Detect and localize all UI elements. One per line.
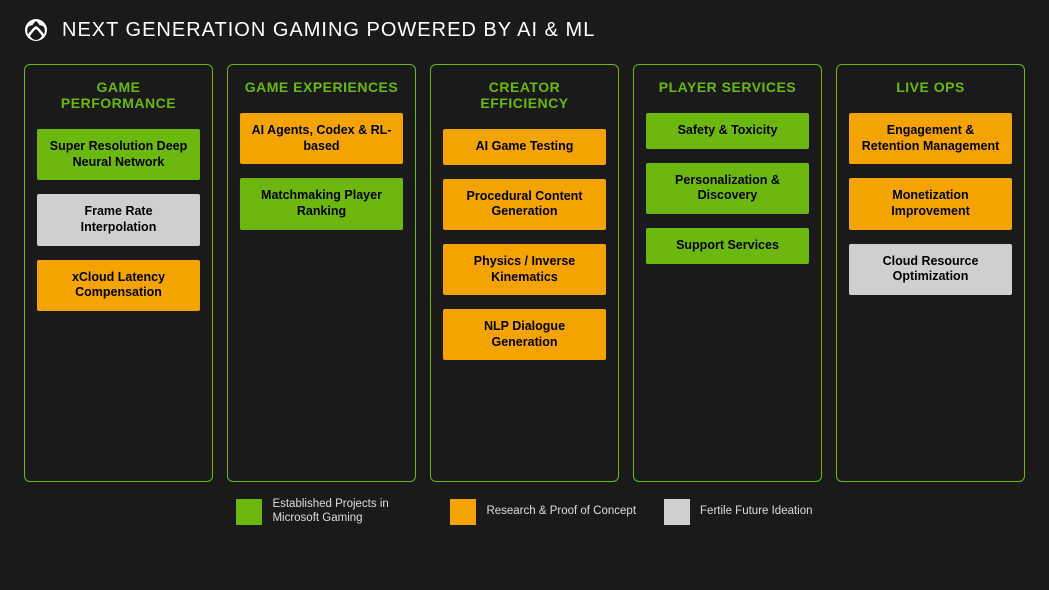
column-0: GAME PERFORMANCE Super Resolution Deep Ne… (24, 64, 213, 482)
legend: Established Projects in Microsoft Gaming… (0, 482, 1049, 526)
card: Monetization Improvement (849, 178, 1012, 229)
card: Engagement & Retention Management (849, 113, 1012, 164)
card: AI Game Testing (443, 129, 606, 165)
card: Physics / Inverse Kinematics (443, 244, 606, 295)
card: AI Agents, Codex & RL-based (240, 113, 403, 164)
card: Safety & Toxicity (646, 113, 809, 149)
xbox-logo-icon (24, 18, 48, 42)
column-1: GAME EXPERIENCES AI Agents, Codex & RL-ba… (227, 64, 416, 482)
legend-swatch (450, 499, 476, 525)
column-3: PLAYER SERVICES Safety & Toxicity Personal… (633, 64, 822, 482)
column-title: GAME PERFORMANCE (37, 79, 200, 111)
legend-item: Fertile Future Ideation (664, 499, 813, 525)
card: Super Resolution Deep Neural Network (37, 129, 200, 180)
columns-container: GAME PERFORMANCE Super Resolution Deep Ne… (0, 50, 1049, 482)
card: Support Services (646, 228, 809, 264)
column-title: GAME EXPERIENCES (240, 79, 403, 95)
card: Procedural Content Generation (443, 179, 606, 230)
column-title: PLAYER SERVICES (646, 79, 809, 95)
legend-item: Established Projects in Microsoft Gaming (236, 498, 422, 526)
card: Personalization & Discovery (646, 163, 809, 214)
legend-swatch (236, 499, 262, 525)
header: NEXT GENERATION GAMING POWERED BY AI & M… (0, 0, 1049, 50)
column-4: LIVE OPS Engagement & Retention Managemen… (836, 64, 1025, 482)
column-title: LIVE OPS (849, 79, 1012, 95)
card: Frame Rate Interpolation (37, 194, 200, 245)
legend-label: Fertile Future Ideation (700, 505, 813, 519)
column-2: CREATOR EFFICIENCY AI Game Testing Procedu… (430, 64, 619, 482)
legend-label: Research & Proof of Concept (486, 505, 636, 519)
legend-item: Research & Proof of Concept (450, 499, 636, 525)
card: Matchmaking Player Ranking (240, 178, 403, 229)
card: NLP Dialogue Generation (443, 309, 606, 360)
card: Cloud Resource Optimization (849, 244, 1012, 295)
legend-label: Established Projects in Microsoft Gaming (272, 498, 422, 526)
card: xCloud Latency Compensation (37, 260, 200, 311)
column-title: CREATOR EFFICIENCY (443, 79, 606, 111)
page-title: NEXT GENERATION GAMING POWERED BY AI & M… (62, 19, 595, 42)
legend-swatch (664, 499, 690, 525)
